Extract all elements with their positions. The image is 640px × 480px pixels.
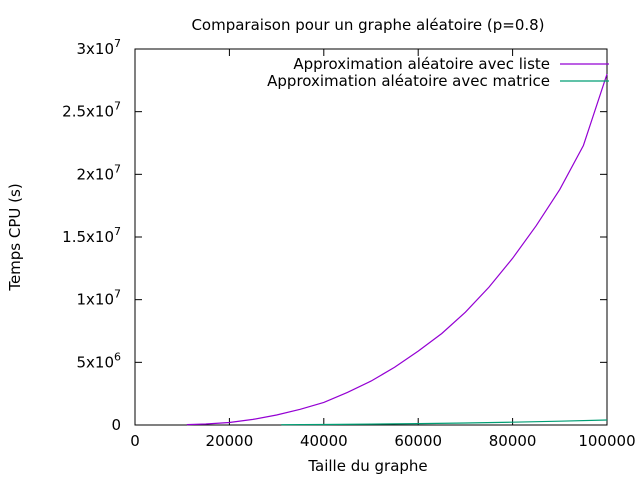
legend: Approximation aléatoire avec listeApprox… bbox=[267, 55, 609, 90]
series-line-2 bbox=[281, 419, 608, 426]
x-axis-ticks: 0 20000 40000 60000 80000 100000 bbox=[130, 49, 636, 450]
plot-frame bbox=[134, 48, 608, 426]
y-tick-label: 5x106 bbox=[76, 350, 121, 371]
legend-label-1: Approximation aléatoire avec liste bbox=[293, 55, 550, 73]
series-layer bbox=[186, 73, 608, 426]
y-axis-label: Temps CPU (s) bbox=[6, 183, 24, 291]
y-tick-label: 2x107 bbox=[76, 162, 121, 183]
chart-title: Comparaison pour un graphe aléatoire (p=… bbox=[191, 16, 544, 34]
y-tick-exponent: 7 bbox=[114, 288, 121, 301]
x-tick-label: 80000 bbox=[489, 432, 537, 450]
y-tick-label: 1x107 bbox=[76, 288, 121, 309]
y-tick-label: 1.5x107 bbox=[62, 225, 121, 246]
y-tick-exponent: 7 bbox=[114, 225, 121, 238]
y-tick-exponent: 7 bbox=[114, 162, 121, 175]
x-tick-label: 100000 bbox=[578, 432, 635, 450]
y-tick-label: 2.5x107 bbox=[62, 100, 121, 121]
series-line-1 bbox=[186, 73, 608, 426]
y-tick-mantissa: 2.5x10 bbox=[62, 103, 114, 121]
legend-label-2: Approximation aléatoire avec matrice bbox=[267, 72, 550, 90]
y-tick-mantissa: 0 bbox=[111, 416, 121, 434]
x-tick-label: 0 bbox=[130, 432, 140, 450]
y-tick-mantissa: 1x10 bbox=[76, 291, 114, 309]
y-tick-label: 0 bbox=[111, 416, 121, 434]
x-tick-label: 20000 bbox=[206, 432, 254, 450]
y-tick-mantissa: 1.5x10 bbox=[62, 228, 114, 246]
x-axis-label: Taille du graphe bbox=[307, 457, 427, 475]
y-tick-exponent: 7 bbox=[114, 100, 121, 113]
x-tick-label: 40000 bbox=[300, 432, 348, 450]
y-tick-exponent: 6 bbox=[114, 350, 121, 363]
y-tick-mantissa: 5x10 bbox=[76, 353, 114, 371]
x-tick-label: 60000 bbox=[394, 432, 442, 450]
y-tick-mantissa: 2x10 bbox=[76, 165, 114, 183]
y-tick-exponent: 7 bbox=[114, 37, 121, 50]
y-tick-mantissa: 3x10 bbox=[76, 40, 114, 58]
y-tick-label: 3x107 bbox=[76, 37, 121, 58]
